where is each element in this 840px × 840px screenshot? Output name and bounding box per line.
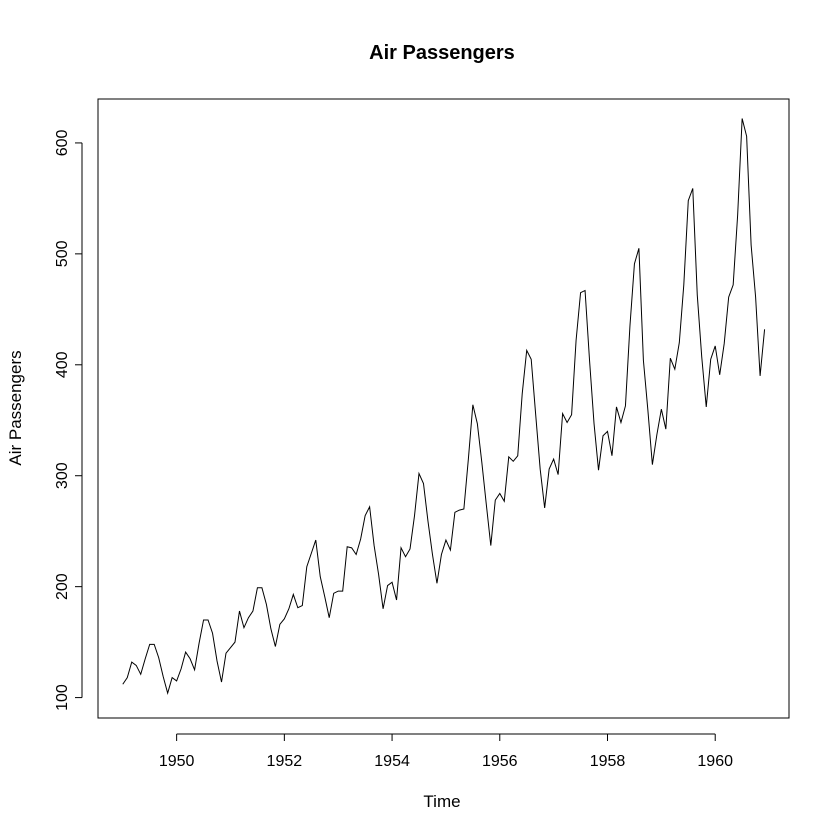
x-tick-label: 1950 [159, 753, 195, 770]
x-tick-label: 1952 [267, 753, 303, 770]
y-axis-label: Air Passengers [6, 350, 25, 465]
y-tick-label: 500 [54, 240, 71, 267]
x-tick-label: 1960 [697, 753, 733, 770]
y-tick-label: 400 [54, 351, 71, 378]
y-tick-label: 200 [54, 573, 71, 600]
series-line-air-passengers [122, 118, 766, 696]
x-axis-label: Time [423, 792, 460, 811]
y-tick-label: 100 [54, 684, 71, 711]
x-axis-ticks: 1950 1952 1954 1956 1958 1960 [159, 734, 733, 770]
y-tick-label: 300 [54, 462, 71, 489]
y-tick-label: 600 [54, 129, 71, 156]
x-tick-label: 1954 [374, 753, 410, 770]
chart-title: Air Passengers [369, 42, 515, 64]
x-tick-label: 1956 [482, 753, 518, 770]
y-axis-ticks: 100 200 300 400 500 600 [54, 129, 82, 711]
plot-area-frame [97, 98, 790, 719]
x-tick-label: 1958 [590, 753, 626, 770]
